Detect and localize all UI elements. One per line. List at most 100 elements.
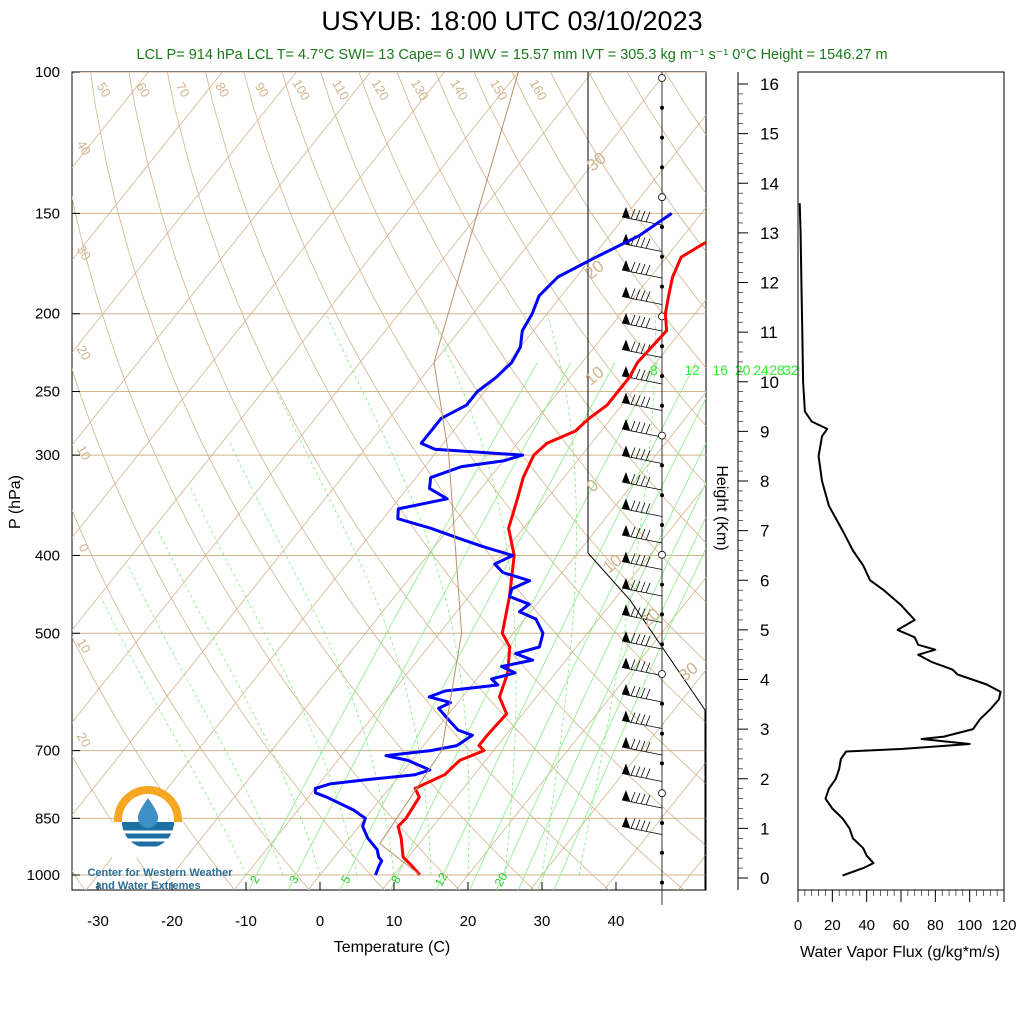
wind-barb-feather: [630, 500, 636, 511]
wind-barbs: [621, 74, 666, 885]
wind-barb-feather: [630, 738, 636, 750]
isotherm-label-right: 10: [581, 362, 608, 389]
wind-barb-flag: [622, 445, 630, 457]
isotherm-line: [72, 72, 223, 261]
wind-barb-feather: [640, 369, 646, 381]
pressure-tick-label: 100: [35, 64, 60, 81]
wind-barb-feather: [635, 209, 641, 221]
mixing-ratio-line: [287, 362, 572, 890]
mixing-ratio-line: [553, 547, 706, 890]
wind-barb-feather: [635, 792, 641, 804]
wind-barb-feather: [640, 634, 646, 646]
wind-barb-feather: [635, 527, 641, 539]
mixing-ratio-line: [390, 362, 659, 890]
wind-barb-feather: [630, 526, 636, 538]
logo-line-1: Center for Western Weather: [87, 867, 233, 879]
pressure-tick-label: 1000: [27, 867, 60, 884]
theta-label-top: 160: [526, 77, 550, 103]
isotherm-line: [72, 72, 667, 816]
wind-barb-flag: [622, 260, 630, 271]
wind-barb-feather: [630, 606, 636, 617]
isotherm-line: [159, 206, 706, 890]
temperature-tick-label: 10: [386, 913, 403, 930]
wind-barb-feather: [645, 450, 651, 461]
height-tick-label: 5: [760, 621, 769, 640]
mixing-ratio-label: 12: [684, 362, 700, 378]
wind-barb-feather: [645, 662, 651, 673]
level-marker: [660, 105, 665, 110]
isotherm-line: [85, 114, 706, 890]
wind-barb-staff: [621, 508, 663, 517]
theta-label-top: 70: [173, 80, 193, 100]
wind-barb-staff: [621, 402, 663, 411]
wind-barb-staff: [621, 693, 663, 703]
wind-barb-staff: [621, 614, 663, 623]
moist-adiabat-line: [541, 313, 577, 876]
wind-barb-staff: [621, 296, 663, 305]
level-marker: [660, 284, 665, 289]
theta-label-top: 120: [368, 77, 392, 103]
wind-barb-feather: [630, 261, 636, 273]
mixing-ratio-line: [469, 397, 706, 890]
height-tick-label: 2: [760, 770, 769, 789]
level-marker: [660, 344, 665, 349]
level-marker: [660, 701, 665, 706]
level-marker: [660, 821, 665, 826]
wind-barb-feather: [630, 288, 636, 299]
isotherm-line: [72, 72, 445, 539]
theta-label-top: 80: [212, 80, 232, 100]
wind-barb-feather: [630, 632, 636, 644]
wind-barb-flag: [622, 763, 630, 775]
wind-barb-staff: [621, 561, 663, 570]
wind-barb-feather: [630, 791, 636, 803]
dry-adiabat-line: [128, 72, 610, 890]
wind-barb-flag: [622, 737, 630, 748]
wind-barb-feather: [635, 289, 641, 300]
wind-barb-flag: [622, 684, 630, 695]
level-marker: [660, 493, 665, 498]
level-marker: [660, 731, 665, 736]
height-tick-label: 4: [760, 671, 769, 690]
wind-barb-feather: [635, 766, 641, 777]
level-marker: [660, 850, 665, 855]
dry-adiabat-line: [72, 368, 385, 890]
dry-adiabat-line: [626, 72, 706, 194]
mixing-ratio-label: 8: [650, 362, 658, 378]
pressure-tick-label: 400: [35, 547, 60, 564]
isotherm-line: [750, 35, 1024, 892]
level-marker: [660, 642, 665, 647]
dry-adiabat-line: [0, 35, 11, 892]
theta-label-top: 60: [133, 80, 153, 100]
isotherm-line: [603, 761, 706, 890]
logo-line-2: and Water Extremes: [95, 880, 200, 892]
isotherm-line: [72, 72, 519, 631]
flux-tick-label: 60: [893, 917, 910, 934]
wind-barb-feather: [630, 685, 636, 697]
wind-barb-feather: [645, 317, 651, 329]
wind-barb-staff: [621, 349, 663, 358]
wind-barb-feather: [635, 739, 641, 751]
height-tick-label: 12: [760, 274, 779, 293]
wind-barb-flag: [622, 419, 630, 430]
isotherm-line: [677, 854, 706, 890]
flux-tick-label: 20: [824, 917, 841, 934]
theta-label-top: 90: [252, 80, 272, 100]
temperature-tick-label: 20: [460, 913, 477, 930]
wind-barb-flag: [622, 366, 630, 377]
isotherm-label-left: 20: [74, 730, 94, 750]
pressure-tick-label: 200: [35, 306, 60, 323]
level-marker: [658, 789, 666, 798]
dry-adiabat-line: [396, 72, 706, 544]
wind-barb-feather: [645, 503, 651, 514]
isotherm-line: [233, 299, 706, 890]
temperature-tick-label: 0: [316, 913, 324, 930]
wind-barb-feather: [640, 608, 646, 619]
isotherm-label-right: 30: [675, 658, 702, 685]
height-tick-label: 14: [760, 174, 779, 193]
wind-barb-feather: [630, 473, 636, 485]
wind-barb-feather: [630, 818, 636, 829]
wind-barb-feather: [640, 343, 646, 354]
flux-tick-label: 120: [991, 917, 1016, 934]
level-marker: [660, 373, 665, 378]
moist-adiabat-line: [429, 313, 517, 876]
